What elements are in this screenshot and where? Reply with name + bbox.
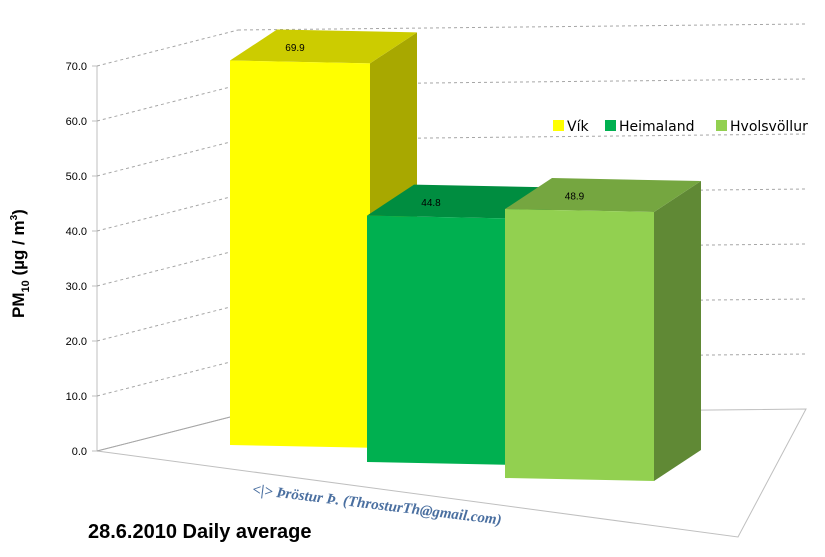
gridline-side [96,194,239,232]
legend-swatch-hvolsvollur [716,120,727,131]
legend-swatch-vik [553,120,564,131]
bar-top-vik [230,29,417,64]
y-tick-label: 0.0 [72,446,87,458]
gridline-side [96,84,239,122]
gridline-back [237,23,807,31]
legend-label-vik: Vík [567,119,589,135]
legend-label-heimaland: Heimaland [619,119,694,135]
legend-label-hvolsvollur: Hvolsvöllur [730,119,808,135]
gridline-side [96,29,239,67]
legend-swatch-heimaland [605,120,616,131]
y-tick-label: 20.0 [66,336,87,348]
legend: Vík Heimaland Hvolsvöllur [553,119,808,135]
bar-top-hvolsvollur [505,178,701,213]
chart-caption: 28.6.2010 Daily average [88,521,312,543]
y-tick-label: 10.0 [66,391,87,403]
gridline-side [96,304,239,342]
gridline-side [96,414,239,452]
y-tick-label: 60.0 [66,116,87,128]
data-label-hvolsvollur: 48.9 [565,192,585,203]
gridline-side [96,249,239,287]
bar-front-vik [230,60,370,448]
gridline-back [237,78,807,86]
y-tick-label: 50.0 [66,171,87,183]
bar-hvolsvollur [505,178,701,481]
y-axis-title: PM10 (µg / m3) [9,209,32,318]
data-label-vik: 69.9 [285,43,305,54]
bar-front-hvolsvollur [505,209,654,481]
bar-front-heimaland [367,215,505,465]
y-tick-label: 40.0 [66,226,87,238]
data-label-heimaland: 44.8 [421,198,441,209]
y-tick-label: 30.0 [66,281,87,293]
gridline-side [96,139,239,177]
y-tick-label: 70.0 [66,61,87,73]
gridline-side [96,359,239,397]
gridline-back [237,133,807,141]
bar-side-hvolsvollur [654,181,701,481]
